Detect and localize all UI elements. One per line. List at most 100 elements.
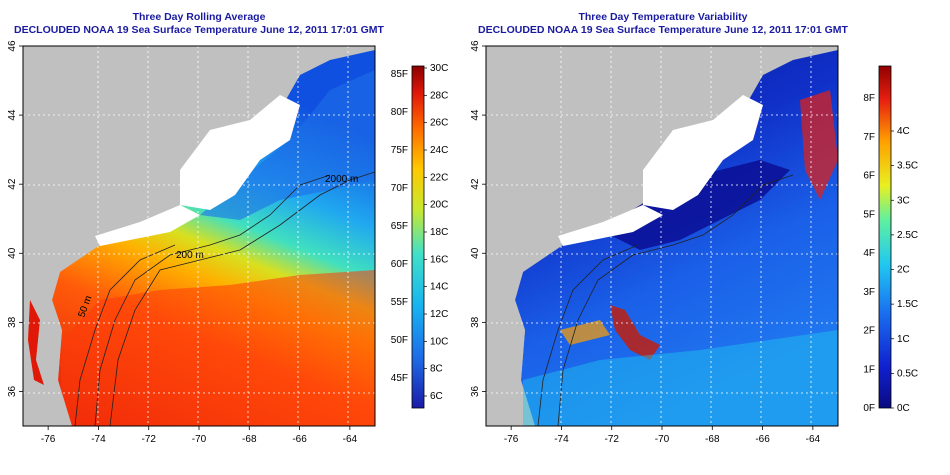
- high-variability-east: [800, 90, 838, 200]
- y-tick-label: 42: [7, 178, 18, 190]
- colorbar-c-label: 22C: [430, 172, 448, 183]
- colorbar-c-label: 18C: [430, 227, 448, 238]
- colorbar-c-label: 30C: [430, 63, 448, 74]
- left-colorbar-labels: 85F 80F 75F 70F 65F 60F 55F 50F 45F 30C 28C 26C 24C 2…: [391, 63, 449, 402]
- left-graticule: [23, 46, 375, 426]
- colorbar-c-label: 8C: [430, 364, 443, 375]
- colorbar-f-label: 65F: [391, 221, 408, 232]
- x-tick-label: -76: [504, 434, 519, 445]
- y-tick-label: 36: [470, 385, 481, 397]
- contour-label-200m: 200 m: [176, 250, 204, 261]
- left-panel-subtitle: DECLOUDED NOAA 19 Sea Surface Temperatur…: [14, 24, 384, 36]
- colorbar-f-label: 60F: [391, 259, 408, 270]
- left-x-axis: -76 -74 -72 -70 -68 -66 -64: [41, 426, 358, 445]
- x-tick-label: -66: [755, 434, 770, 445]
- right-panel-subtitle: DECLOUDED NOAA 19 Sea Surface Temperatur…: [478, 24, 848, 36]
- colorbar-c-label: 2C: [897, 265, 910, 276]
- colorbar-c-label: 24C: [430, 145, 448, 156]
- left-map: 200 m 2000 m 50 m: [23, 46, 375, 426]
- x-tick-label: -64: [343, 434, 358, 445]
- left-colorbar: [411, 65, 425, 409]
- colorbar-f-label: 4F: [863, 248, 875, 259]
- isobath-50m: [74, 244, 176, 426]
- colorbar-f-label: 1F: [863, 364, 875, 375]
- colorbar-f-label: 85F: [391, 69, 408, 80]
- colorbar-f-label: 7F: [863, 132, 875, 143]
- colorbar-c-label: 4C: [897, 126, 910, 137]
- y-tick-label: 44: [470, 109, 481, 121]
- x-tick-label: -76: [41, 434, 56, 445]
- colorbar-c-label: 16C: [430, 254, 448, 265]
- colorbar-f-label: 55F: [391, 297, 408, 308]
- y-tick-label: 38: [7, 316, 18, 328]
- y-tick-label: 40: [7, 247, 18, 259]
- y-tick-label: 46: [7, 40, 18, 52]
- colorbar-c-label: 20C: [430, 200, 448, 211]
- colorbar-f-label: 45F: [391, 373, 408, 384]
- isobath-200m: [557, 174, 794, 426]
- x-tick-label: -68: [242, 434, 257, 445]
- warm-core: [60, 270, 375, 426]
- colorbar-c-label: 10C: [430, 336, 448, 347]
- colorbar-c-label: 3C: [897, 195, 910, 206]
- colorbar-c-label: 1C: [897, 334, 910, 345]
- contour-label-2000m: 2000 m: [325, 174, 358, 185]
- colorbar-f-label: 2F: [863, 326, 875, 337]
- y-tick-label: 40: [470, 247, 481, 259]
- right-map: [486, 46, 838, 426]
- cloud-mask: [180, 95, 300, 210]
- colorbar-f-label: 75F: [391, 145, 408, 156]
- cloud-mask: [643, 95, 763, 210]
- x-tick-label: -74: [554, 434, 569, 445]
- right-colorbar-labels: 8F 7F 6F 5F 4F 3F 2F 1F 0F 4C 3.5C 3C 2.5C 2C 1.5C 1C 0.…: [863, 93, 918, 414]
- colorbar-c-label: 1.5C: [897, 299, 918, 310]
- colorbar-f-label: 5F: [863, 209, 875, 220]
- isobath-50m: [537, 244, 639, 426]
- high-variability-filament: [610, 305, 660, 360]
- cloud-mask-shelf: [558, 205, 663, 246]
- coastline-land: [23, 268, 72, 426]
- colorbar-f-label: 0F: [863, 403, 875, 414]
- colorbar-c-label: 14C: [430, 282, 448, 293]
- colorbar-f-label: 50F: [391, 335, 408, 346]
- y-tick-label: 36: [7, 385, 18, 397]
- left-panel-title: Three Day Rolling Average: [132, 11, 266, 23]
- y-tick-label: 42: [470, 178, 481, 190]
- moderate-variability: [523, 330, 838, 426]
- colorbar-c-label: 3.5C: [897, 161, 918, 172]
- left-y-axis: 36 38 40 42 44 46: [7, 40, 23, 397]
- x-tick-label: -70: [192, 434, 207, 445]
- right-colorbar: [878, 65, 892, 409]
- colorbar-c-label: 28C: [430, 90, 448, 101]
- chesapeake-bay: [28, 300, 44, 385]
- colorbar-c-label: 2.5C: [897, 230, 918, 241]
- colorbar-f-label: 8F: [863, 93, 875, 104]
- right-x-axis: -76 -74 -72 -70 -68 -66 -64: [504, 426, 821, 445]
- right-title-block: Three Day Temperature Variability DECLOU…: [462, 11, 864, 37]
- colorbar-c-label: 0.5C: [897, 368, 918, 379]
- right-graticule: [486, 46, 838, 426]
- colorbar-c-label: 0C: [897, 403, 910, 414]
- y-tick-label: 46: [470, 40, 481, 52]
- colorbar-f-label: 80F: [391, 107, 408, 118]
- x-tick-label: -66: [292, 434, 307, 445]
- colorbar-c-label: 6C: [430, 391, 443, 402]
- y-tick-label: 44: [7, 109, 18, 121]
- right-panel-title: Three Day Temperature Variability: [578, 11, 748, 23]
- left-title-block: Three Day Rolling Average DECLOUDED NOAA…: [0, 11, 398, 37]
- x-tick-label: -72: [141, 434, 156, 445]
- colorbar-c-label: 26C: [430, 118, 448, 129]
- right-y-axis: 36 38 40 42 44 46: [470, 40, 486, 397]
- cloud-mask-shelf: [95, 205, 200, 246]
- x-tick-label: -68: [705, 434, 720, 445]
- colorbar-c-label: 12C: [430, 309, 448, 320]
- x-tick-label: -70: [655, 434, 670, 445]
- coastline-land: [486, 268, 535, 426]
- colorbar-f-label: 3F: [863, 287, 875, 298]
- x-tick-label: -72: [604, 434, 619, 445]
- colorbar-f-label: 6F: [863, 171, 875, 182]
- x-tick-label: -74: [91, 434, 106, 445]
- isobath-2000m: [109, 171, 375, 426]
- isobath-200m: [94, 174, 331, 426]
